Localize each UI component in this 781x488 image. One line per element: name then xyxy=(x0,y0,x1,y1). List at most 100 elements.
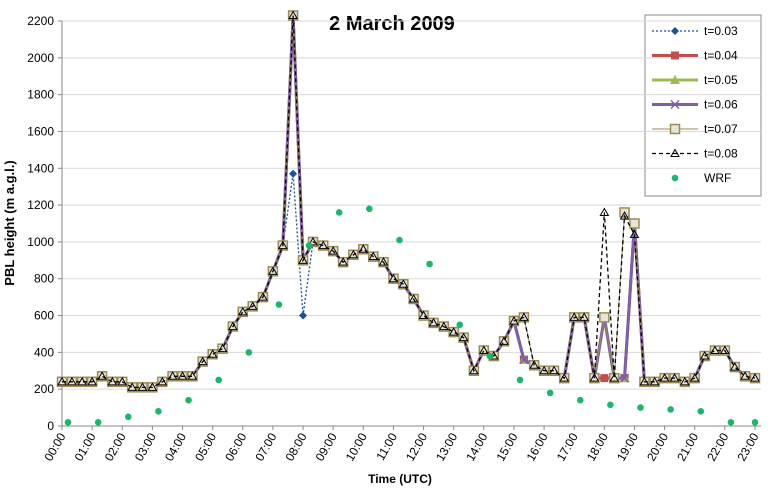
marker xyxy=(94,419,102,426)
marker xyxy=(277,240,288,250)
series xyxy=(57,10,760,391)
marker xyxy=(137,382,148,391)
marker xyxy=(669,123,681,135)
marker xyxy=(697,407,705,415)
marker xyxy=(607,401,614,409)
y-axis-label: PBL height (m a.g.l.) xyxy=(2,160,17,285)
marker xyxy=(64,419,72,426)
marker xyxy=(227,321,238,331)
marker xyxy=(750,373,760,382)
marker xyxy=(679,376,690,386)
y-tick-label: 400 xyxy=(34,345,54,359)
marker xyxy=(97,371,107,380)
marker xyxy=(549,365,559,375)
marker xyxy=(629,229,640,239)
marker xyxy=(318,240,329,250)
marker xyxy=(187,371,198,380)
marker xyxy=(670,148,680,157)
y-tick-label: 1800 xyxy=(27,88,54,102)
marker xyxy=(546,389,554,397)
legend-label: WRF xyxy=(704,171,731,185)
marker xyxy=(258,292,268,301)
legend-label: t=0.07 xyxy=(704,122,738,136)
marker xyxy=(671,51,679,60)
marker xyxy=(87,376,97,386)
marker xyxy=(486,352,494,360)
marker xyxy=(245,349,253,356)
marker xyxy=(609,373,620,382)
marker xyxy=(207,349,218,358)
marker xyxy=(509,316,519,325)
marker xyxy=(599,312,610,323)
marker xyxy=(727,419,735,426)
y-tick-label: 1400 xyxy=(27,161,54,175)
marker xyxy=(529,360,540,369)
marker xyxy=(751,419,759,426)
y-tick-label: 2200 xyxy=(27,14,54,28)
marker xyxy=(77,376,88,386)
marker xyxy=(398,279,409,288)
marker xyxy=(710,345,720,355)
marker xyxy=(639,376,650,386)
y-tick-label: 200 xyxy=(34,382,54,396)
marker xyxy=(669,373,680,382)
marker xyxy=(670,75,680,84)
marker xyxy=(448,327,459,336)
marker xyxy=(328,246,339,255)
y-tick-label: 2000 xyxy=(27,51,54,65)
marker xyxy=(197,356,208,366)
marker xyxy=(469,365,479,375)
marker xyxy=(157,376,168,386)
marker xyxy=(107,376,118,386)
marker xyxy=(275,301,283,308)
marker xyxy=(740,371,750,380)
marker xyxy=(335,209,343,216)
marker xyxy=(478,345,489,355)
marker xyxy=(358,244,369,253)
marker xyxy=(579,312,590,321)
y-tick-label: 1200 xyxy=(27,198,54,212)
marker xyxy=(67,376,77,386)
marker xyxy=(671,27,679,35)
marker xyxy=(299,311,308,320)
marker xyxy=(519,312,529,321)
marker xyxy=(729,362,740,371)
marker xyxy=(57,376,67,386)
marker xyxy=(620,373,630,383)
y-tick-label: 800 xyxy=(34,272,54,286)
y-tick-label: 1600 xyxy=(27,124,54,138)
marker xyxy=(124,413,132,421)
marker xyxy=(288,10,298,19)
chart-title: 2 March 2009 xyxy=(329,13,455,35)
marker xyxy=(185,396,192,404)
marker xyxy=(408,293,419,303)
marker xyxy=(659,373,670,382)
marker xyxy=(667,406,674,413)
marker xyxy=(671,174,679,182)
legend-label: t=0.05 xyxy=(704,73,738,87)
marker xyxy=(438,321,449,331)
marker xyxy=(247,301,258,310)
marker xyxy=(305,242,313,249)
marker xyxy=(167,371,178,380)
marker xyxy=(348,249,359,259)
marker xyxy=(215,376,222,384)
series-line xyxy=(62,15,756,388)
marker xyxy=(539,365,549,375)
marker xyxy=(599,207,610,216)
marker xyxy=(177,371,188,380)
marker xyxy=(559,373,570,382)
marker xyxy=(237,306,248,316)
legend-label: t=0.08 xyxy=(704,147,738,161)
series xyxy=(64,205,759,426)
marker xyxy=(217,343,228,353)
marker xyxy=(338,257,348,266)
marker xyxy=(426,260,433,268)
y-tick-label: 0 xyxy=(47,419,54,433)
marker xyxy=(308,236,318,246)
marker xyxy=(368,251,379,261)
legend-label: t=0.04 xyxy=(704,49,738,63)
marker xyxy=(458,332,469,342)
legend-label: t=0.03 xyxy=(704,24,738,38)
